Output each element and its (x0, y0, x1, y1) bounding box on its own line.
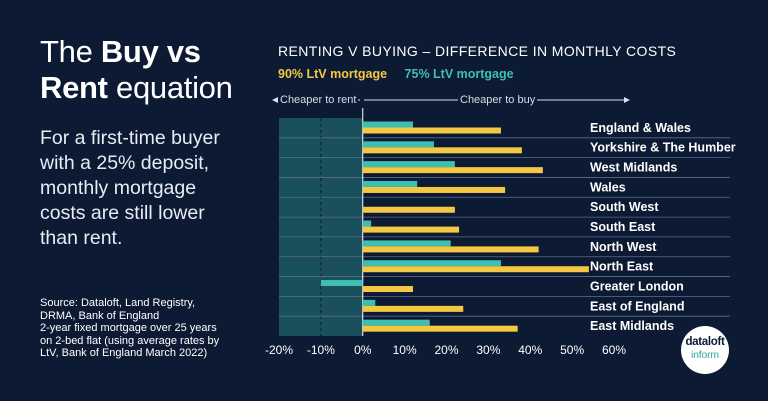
category-label: West Midlands (590, 161, 677, 175)
bar-90-ltv (362, 325, 518, 332)
category-label: Greater London (590, 279, 684, 293)
bar-75-ltv (362, 141, 434, 148)
source-note: Source: Dataloft, Land Registry, DRMA, B… (40, 297, 270, 360)
legend-90-ltv: 90% LtV mortgage (278, 67, 388, 81)
bar-75-ltv (362, 319, 430, 326)
source-line-5: LtV, Bank of England March 2022) (40, 347, 208, 359)
bar-90-ltv (362, 127, 501, 134)
x-tick-label: 30% (476, 343, 500, 357)
category-label: South East (590, 220, 656, 234)
bar-90-ltv (362, 147, 522, 154)
arrow-buy-head (624, 97, 630, 103)
bar-90-ltv (362, 186, 506, 193)
x-tick-label: 0% (354, 343, 372, 357)
bar-90-ltv (362, 246, 539, 253)
bar-90-ltv (362, 167, 543, 174)
body-text: For a first-time buyer with a 25% deposi… (40, 127, 220, 249)
category-label: East Midlands (590, 319, 674, 333)
x-tick-label: 60% (602, 343, 626, 357)
bar-75-ltv (362, 121, 413, 128)
headline-bold2: Rent (40, 70, 108, 105)
headline-bold1: Buy vs (100, 34, 201, 69)
category-label: East of England (590, 299, 684, 313)
x-tick-label: -10% (307, 343, 335, 357)
x-tick-label: 20% (434, 343, 458, 357)
source-line-1: Source: Dataloft, Land Registry, (40, 297, 196, 309)
category-label: England & Wales (590, 121, 691, 135)
source-line-4: on 2-bed flat (using average rates by (40, 334, 220, 347)
chart-panel: RENTING V BUYING – DIFFERENCE IN MONTHLY… (260, 0, 768, 401)
annotation-cheaper-to-rent: Cheaper to rent (278, 94, 359, 106)
bar-75-ltv (362, 220, 372, 227)
dataloft-logo: dataloft inform (681, 326, 729, 374)
arrow-rent-head (272, 97, 278, 103)
bar-90-ltv (362, 266, 589, 273)
left-panel: The Buy vs Rent equation For a first-tim… (40, 34, 255, 251)
bar-75-ltv (320, 280, 363, 287)
category-label: Yorkshire & The Humber (590, 141, 736, 155)
bar-90-ltv (362, 206, 455, 213)
category-label: Wales (590, 180, 626, 194)
logo-line1: dataloft (685, 336, 725, 348)
bar-75-ltv (362, 161, 455, 168)
chart-title: RENTING V BUYING – DIFFERENCE IN MONTHLY… (278, 43, 677, 59)
category-label: North West (590, 240, 657, 254)
bar-75-ltv (362, 260, 501, 267)
source-line-3: 2-year fixed mortgage over 25 years (40, 322, 217, 334)
x-tick-label: 40% (518, 343, 542, 357)
bar-75-ltv (362, 240, 451, 247)
headline-part2: equation (107, 70, 233, 105)
headline-part1: The (40, 34, 101, 69)
bar-90-ltv (362, 226, 460, 233)
logo-line2: inform (691, 349, 719, 361)
bar-90-ltv (362, 305, 464, 312)
legend-75-ltv: 75% LtV mortgage (404, 67, 514, 81)
x-tick-label: -20% (265, 343, 293, 357)
headline: The Buy vs Rent equation (40, 34, 255, 106)
category-label: North East (590, 260, 654, 274)
x-tick-label: 50% (560, 343, 584, 357)
bar-75-ltv (362, 180, 418, 187)
x-tick-label: 10% (393, 343, 417, 357)
source-line-2: DRMA, Bank of England (40, 309, 160, 322)
bar-75-ltv (362, 299, 376, 306)
bar-90-ltv (362, 286, 413, 293)
category-label: South West (590, 200, 659, 214)
chart-legend: 90% LtV mortgage 75% LtV mortgage (278, 67, 528, 81)
annotation-cheaper-to-buy: Cheaper to buy (458, 94, 538, 106)
